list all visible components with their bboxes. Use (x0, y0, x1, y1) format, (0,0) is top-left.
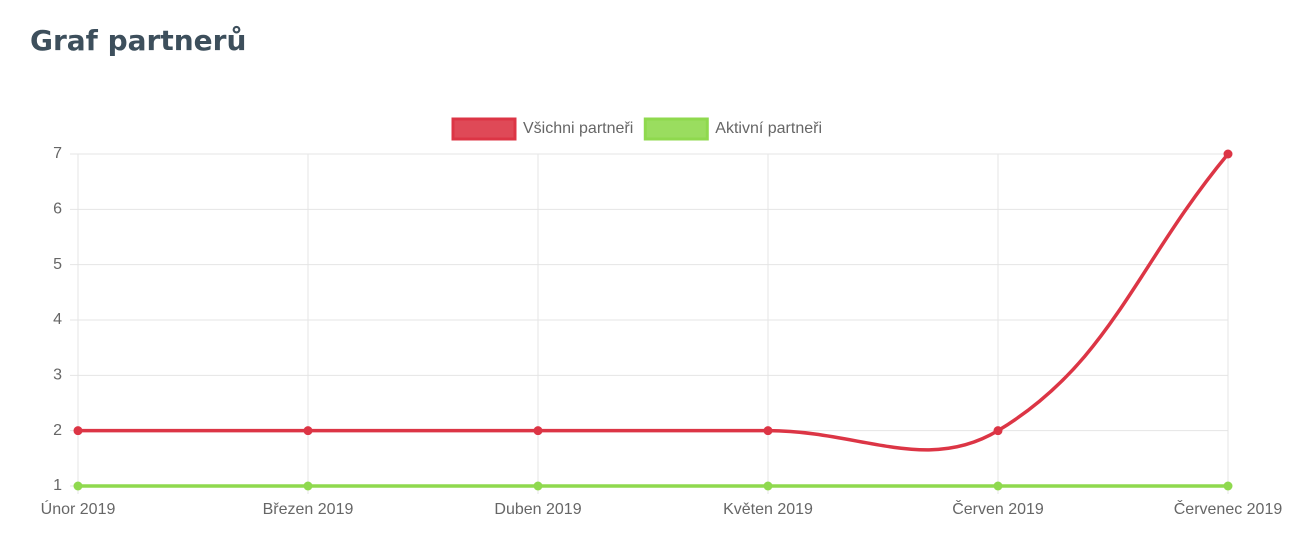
point (993, 481, 1003, 491)
chart-title: Graf partnerů (30, 24, 246, 57)
x-tick-label: Květen 2019 (723, 501, 813, 518)
x-tick-label: Duben 2019 (494, 501, 581, 518)
y-tick-label: 2 (53, 422, 62, 439)
point (73, 481, 83, 491)
point (1223, 481, 1233, 491)
legend-label: Všichni partneři (523, 120, 633, 137)
point (763, 481, 773, 491)
point (73, 426, 83, 436)
legend-swatch (451, 117, 517, 141)
point (533, 426, 543, 436)
y-tick-label: 5 (53, 256, 62, 273)
point (1223, 149, 1233, 159)
y-tick-label: 4 (53, 311, 62, 328)
point (303, 481, 313, 491)
y-tick-label: 6 (53, 201, 62, 218)
point (993, 426, 1003, 436)
point (763, 426, 773, 436)
legend-label: Aktivní partneři (715, 120, 822, 137)
line (78, 152, 1230, 452)
y-tick-label: 1 (53, 477, 62, 494)
x-tick-label: Červen 2019 (952, 499, 1044, 518)
point (303, 426, 313, 436)
y-tick-label: 7 (53, 145, 62, 162)
x-tick-label: Únor 2019 (41, 499, 116, 518)
y-tick-label: 3 (53, 367, 62, 384)
x-tick-label: Březen 2019 (263, 501, 354, 518)
x-tick-label: Červenec 2019 (1174, 499, 1283, 518)
legend-swatch (643, 117, 709, 141)
point (533, 481, 543, 491)
